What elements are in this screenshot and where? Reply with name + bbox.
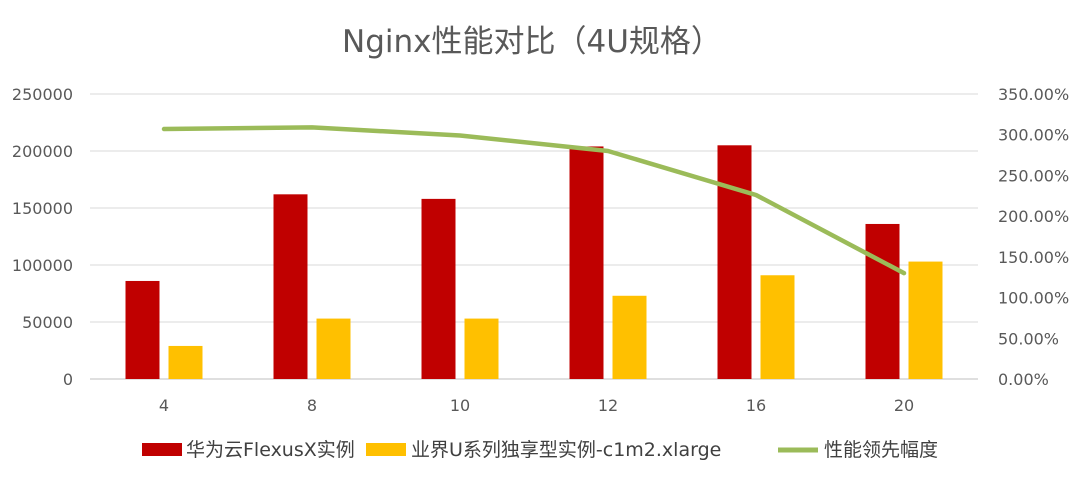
- x-tick-label: 16: [746, 396, 766, 415]
- y-right-tick-label: 0.00%: [998, 370, 1049, 389]
- bar-industry: [464, 318, 499, 379]
- y-right-tick-label: 100.00%: [998, 289, 1069, 308]
- x-tick-label: 4: [159, 396, 169, 415]
- legend-label-industry: 业界U系列独享型实例-c1m2.xlarge: [411, 439, 721, 461]
- bar-flexusx: [865, 223, 900, 379]
- x-tick-label: 10: [450, 396, 470, 415]
- bar-industry: [908, 261, 943, 379]
- y-axis-left: 0 50000 100000 150000 200000 250000: [12, 85, 73, 389]
- y-right-tick-label: 250.00%: [998, 166, 1069, 185]
- bar-flexusx: [421, 198, 456, 379]
- chart-title: Nginx性能对比（4U规格）: [342, 24, 722, 60]
- bar-flexusx: [273, 194, 308, 379]
- x-axis: 4 8 10 12 16 20: [159, 396, 914, 415]
- y-left-tick-label: 250000: [12, 85, 73, 104]
- bar-flexusx: [125, 280, 160, 379]
- y-right-tick-label: 350.00%: [998, 85, 1069, 104]
- y-left-tick-label: 0: [63, 370, 73, 389]
- legend: 华为云FlexusX实例 业界U系列独享型实例-c1m2.xlarge 性能领先…: [142, 439, 938, 461]
- y-right-tick-label: 150.00%: [998, 248, 1069, 267]
- y-axis-right: 0.00% 50.00% 100.00% 150.00% 200.00% 250.00% 3…: [998, 85, 1069, 389]
- bar-industry: [316, 318, 351, 379]
- y-right-tick-label: 50.00%: [998, 329, 1059, 348]
- bar-industry: [760, 275, 795, 379]
- legend-swatch-industry: [366, 443, 406, 456]
- x-tick-label: 20: [894, 396, 914, 415]
- y-left-tick-label: 200000: [12, 142, 73, 161]
- legend-swatch-flexusx: [142, 443, 182, 456]
- y-left-tick-label: 50000: [22, 313, 73, 332]
- x-tick-label: 12: [598, 396, 618, 415]
- legend-label-lead: 性能领先幅度: [824, 439, 938, 461]
- gridlines: [90, 93, 978, 380]
- legend-label-flexusx: 华为云FlexusX实例: [186, 439, 355, 461]
- y-right-tick-label: 200.00%: [998, 207, 1069, 226]
- bar-industry: [612, 295, 647, 379]
- y-right-tick-label: 300.00%: [998, 126, 1069, 145]
- line-lead-margin: [161, 125, 907, 276]
- bar-flexusx: [717, 145, 752, 379]
- x-tick-label: 8: [307, 396, 317, 415]
- bar-industry: [168, 345, 203, 379]
- y-left-tick-label: 100000: [12, 256, 73, 275]
- bars: [125, 145, 943, 379]
- bar-flexusx: [569, 146, 604, 379]
- lead-line: [161, 125, 907, 276]
- y-left-tick-label: 150000: [12, 199, 73, 218]
